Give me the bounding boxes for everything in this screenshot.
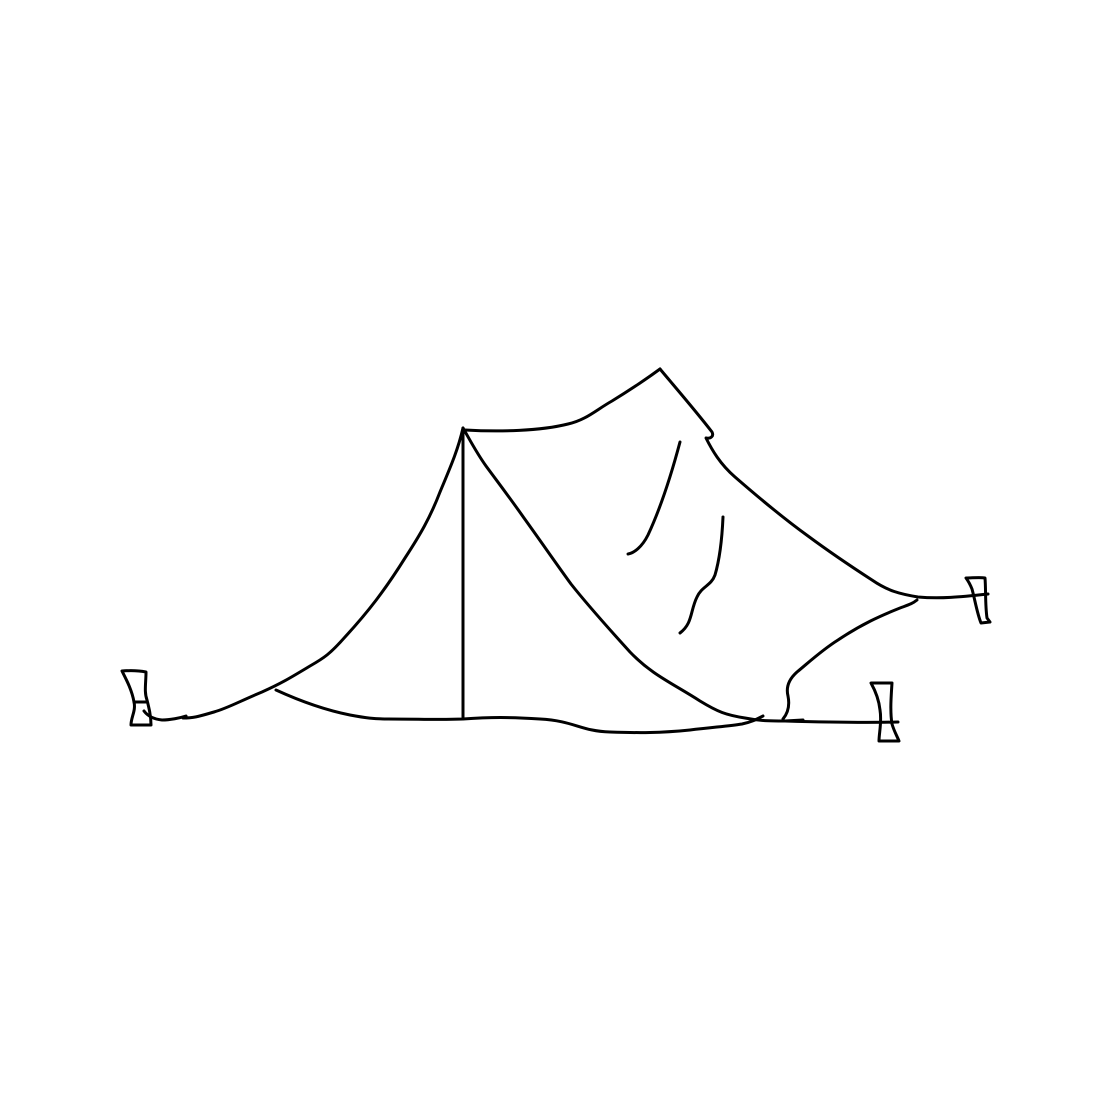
fold-line-upper <box>626 440 682 556</box>
right-ground-stake <box>869 681 901 743</box>
fold-line-lower <box>678 515 725 635</box>
tent-front-slope <box>461 426 805 723</box>
left-guy-rope <box>142 426 465 722</box>
rear-guy-rope <box>781 598 919 721</box>
rear-peak <box>658 367 990 600</box>
rear-stake <box>964 576 992 625</box>
ground-line <box>274 688 765 735</box>
left-stake <box>120 669 153 727</box>
right-ground-rope <box>783 719 900 724</box>
tent-ridge <box>463 367 662 433</box>
